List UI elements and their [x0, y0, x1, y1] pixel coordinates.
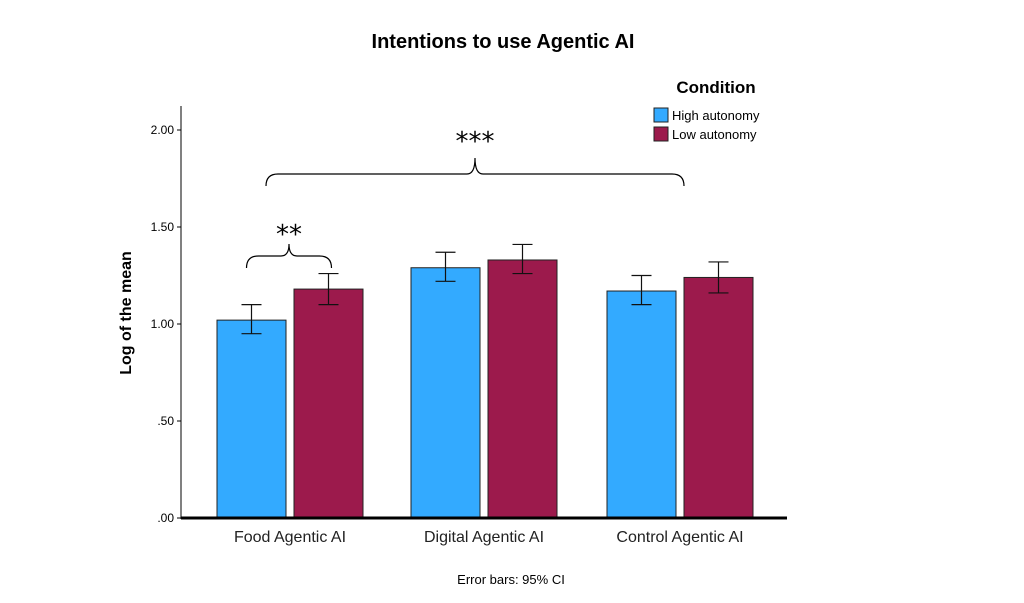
legend-label: High autonomy [672, 108, 760, 123]
y-tick-label: .00 [157, 511, 174, 525]
chart-title: Intentions to use Agentic AI [372, 31, 635, 53]
significance-bracket-food [245, 243, 333, 269]
y-tick-label: 2.00 [151, 123, 175, 137]
bar-low-autonomy [683, 276, 754, 519]
legend-swatch [653, 126, 669, 142]
y-tick-label: .50 [157, 414, 174, 428]
x-tick-label: Food Agentic AI [234, 529, 346, 546]
error-bars-note: Error bars: 95% CI [457, 572, 565, 587]
x-tick-label: Control Agentic AI [616, 529, 743, 546]
bar-high-autonomy [410, 267, 481, 519]
axes [180, 106, 787, 520]
legend-swatch [653, 107, 669, 123]
x-axis-ticks: Food Agentic AI Digital Agentic AI Control… [234, 529, 744, 546]
y-tick-label: 1.00 [151, 317, 175, 331]
y-axis-label: Log of the mean [118, 251, 135, 375]
legend-label: Low autonomy [672, 127, 757, 142]
significance-bracket-overall [265, 157, 685, 187]
significance-label-food: ** [276, 220, 302, 250]
bar-high-autonomy [216, 319, 287, 519]
bars-group [216, 259, 754, 519]
x-tick-label: Digital Agentic AI [424, 529, 544, 546]
significance-annotations: ***** [245, 127, 685, 269]
legend-title: Condition [676, 78, 755, 97]
y-tick-label: 1.50 [151, 220, 175, 234]
legend: High autonomy Low autonomy [653, 107, 760, 142]
y-axis-ticks: .00 .50 1.00 1.50 2.00 [151, 123, 181, 525]
error-bars-group [241, 243, 729, 335]
bar-high-autonomy [606, 290, 677, 519]
bar-low-autonomy [487, 259, 558, 519]
significance-label-overall: *** [456, 127, 495, 157]
bar-low-autonomy [293, 288, 364, 519]
